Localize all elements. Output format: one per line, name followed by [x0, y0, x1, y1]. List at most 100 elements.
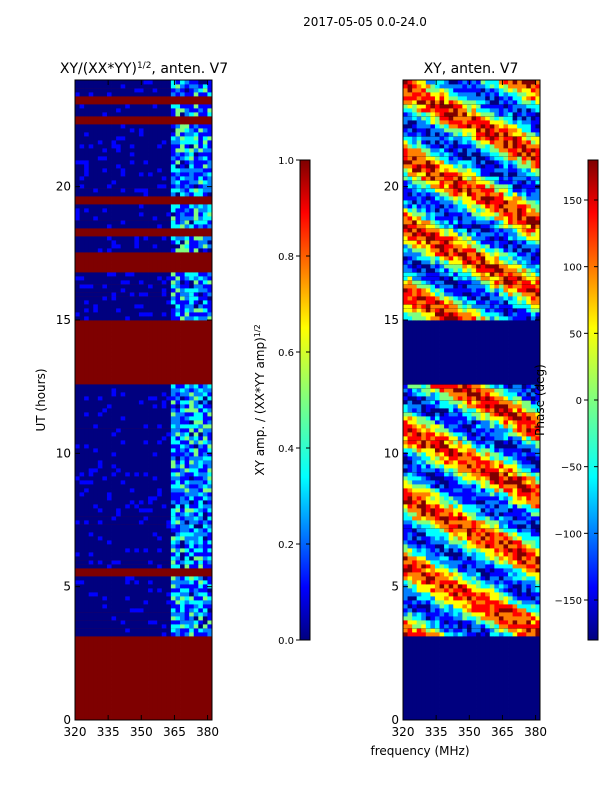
heat-cell — [207, 592, 212, 597]
heat-cell — [129, 272, 135, 277]
heat-cell — [170, 92, 176, 97]
heat-cell — [106, 364, 112, 369]
heat-cell — [189, 536, 195, 541]
heat-cell — [207, 304, 212, 309]
heat-cell — [93, 520, 99, 525]
heat-cell — [138, 232, 144, 237]
heat-cell — [193, 256, 199, 261]
heat-cell — [106, 436, 112, 441]
heat-cell — [202, 164, 208, 169]
heat-cell — [476, 704, 482, 709]
heat-cell — [180, 388, 185, 393]
heat-cell — [143, 208, 149, 213]
heat-cell — [93, 608, 99, 613]
heat-cell — [111, 580, 117, 585]
heat-cell — [129, 244, 135, 249]
heat-cell — [202, 696, 208, 701]
heat-cell — [157, 180, 163, 185]
heat-cell — [184, 152, 190, 157]
heat-cell — [116, 440, 122, 445]
heat-cell — [157, 488, 163, 493]
heat-cell — [129, 644, 135, 649]
heat-cell — [79, 352, 85, 357]
heat-cell — [106, 424, 112, 429]
heat-cell — [526, 708, 532, 713]
heat-cell — [170, 212, 176, 217]
heat-cell — [152, 120, 158, 125]
heat-cell — [202, 212, 208, 217]
heat-cell — [97, 492, 103, 497]
heat-cell — [84, 176, 90, 181]
heat-cell — [84, 580, 90, 585]
heat-cell — [148, 392, 154, 397]
heat-cell — [138, 164, 144, 169]
heat-cell — [129, 332, 135, 337]
heat-cell — [93, 296, 99, 301]
heat-cell — [180, 488, 185, 493]
heat-cell — [143, 104, 149, 109]
heat-cell — [88, 596, 94, 601]
heat-cell — [111, 672, 117, 677]
heat-cell — [97, 488, 103, 493]
heat-cell — [198, 116, 204, 121]
heat-cell — [170, 208, 176, 213]
heat-cell — [75, 116, 80, 121]
heat-cell — [134, 636, 140, 641]
heat-cell — [207, 148, 212, 153]
heat-cell — [106, 576, 112, 581]
heat-cell — [111, 512, 117, 517]
heat-cell — [161, 456, 167, 461]
heat-cell — [125, 396, 131, 401]
heat-cell — [102, 232, 108, 237]
heat-cell — [138, 560, 144, 565]
heat-cell — [166, 400, 172, 405]
heat-cell — [88, 248, 94, 253]
heat-cell — [84, 168, 90, 173]
heat-cell — [157, 404, 163, 409]
heat-cell — [161, 436, 167, 441]
heat-cell — [180, 616, 185, 621]
heat-cell — [125, 260, 131, 265]
heat-cell — [189, 424, 195, 429]
heat-cell — [166, 544, 172, 549]
heat-cell — [88, 132, 94, 137]
heat-cell — [148, 668, 154, 673]
heat-cell — [152, 496, 158, 501]
heat-cell — [193, 172, 199, 177]
heat-cell — [175, 640, 181, 645]
heat-cell — [120, 204, 126, 209]
heat-cell — [189, 480, 195, 485]
heat-cell — [526, 704, 532, 709]
heat-cell — [157, 348, 163, 353]
heat-cell — [125, 324, 131, 329]
heat-cell — [97, 420, 103, 425]
heat-cell — [134, 424, 140, 429]
heat-cell — [111, 148, 117, 153]
heat-cell — [508, 704, 513, 709]
heat-cell — [184, 280, 190, 285]
heat-cell — [180, 368, 185, 373]
heat-cell — [97, 656, 103, 661]
heat-cell — [97, 256, 103, 261]
heat-cell — [184, 628, 190, 633]
heat-cell — [138, 640, 144, 645]
heat-cell — [430, 716, 436, 720]
heat-cell — [180, 136, 185, 141]
heat-cell — [138, 516, 144, 521]
heat-cell — [202, 608, 208, 613]
heat-cell — [207, 400, 212, 405]
heat-cell — [75, 448, 80, 453]
heat-cell — [161, 696, 167, 701]
heat-cell — [134, 220, 140, 225]
heat-cell — [75, 96, 80, 101]
heat-cell — [97, 600, 103, 605]
heat-cell — [193, 520, 199, 525]
heat-cell — [170, 472, 176, 477]
heat-cell — [453, 712, 459, 717]
heat-cell — [97, 336, 103, 341]
heat-cell — [75, 708, 80, 713]
heat-cell — [97, 240, 103, 245]
heat-cell — [180, 664, 185, 669]
heat-cell — [157, 660, 163, 665]
heat-cell — [88, 560, 94, 565]
